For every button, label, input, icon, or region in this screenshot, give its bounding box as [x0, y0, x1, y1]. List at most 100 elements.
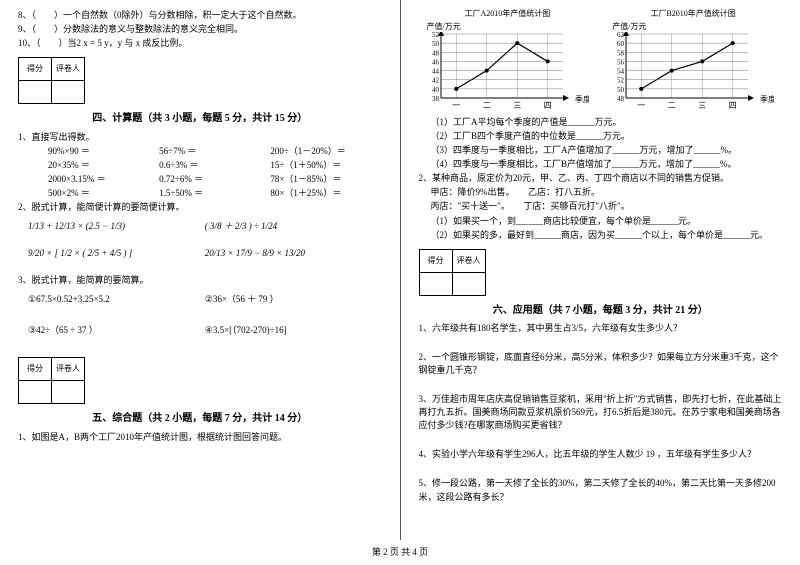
svg-text:54: 54: [617, 68, 625, 76]
calc-cell: 56÷7% ＝: [159, 145, 270, 158]
p2c: （1）如果买一个，到______商店比较便宜，每个单价是______元。: [431, 215, 783, 228]
calc-cell: 0.6÷3% ＝: [159, 159, 270, 172]
frac-2a: 9/20 × [ 1/2 × ( 2/5 + 4/5 ) ]: [28, 247, 205, 260]
page-footer: 第 2 页 共 4 页: [0, 546, 800, 559]
calc-cell: 0.72÷6% ＝: [159, 173, 270, 186]
svg-text:42: 42: [432, 77, 440, 85]
a5: 5、修一段公路，第一天修了全长的30%，第二天修了全长的40%，第二天比第一天多…: [419, 477, 783, 503]
p2d: （2）如果买的多，最好到______商店，因为买______个以上，每个单价是_…: [431, 229, 783, 242]
score-cell: [52, 381, 85, 404]
s4q3b: ②36×（56 ＋ 79 ）: [205, 293, 382, 306]
frac-row-1: 1/13 + 12/13 × (2.5 − 1/3) ( 3/8 ＋ 2/3 )…: [28, 220, 382, 233]
chart-b-wrap: 工厂B2010年产值统计图 产值/万元 4850525456586062一二三四…: [604, 8, 782, 112]
score-cell: [452, 272, 485, 295]
p2: 2、某种商品，原定价为20元，甲、乙、丙、丁四个商店以不同的销售方促销。: [419, 172, 783, 185]
chart-b-title: 工厂B2010年产值统计图: [604, 8, 782, 20]
score-box-4: 得分 评卷人: [18, 57, 85, 104]
calc-cell: 2000×3.15% ＝: [48, 173, 159, 186]
c1: （1）工厂A平均每个季度的产值是______万元。: [431, 116, 783, 129]
svg-text:季度: 季度: [575, 94, 589, 104]
left-column: 8、（ ）一个自然数（0除外）与分数相除，积一定大于这个自然数。 9、（ ）分数…: [0, 0, 401, 540]
spacer: [419, 336, 783, 350]
q8: 8、（ ）一个自然数（0除外）与分数相除，积一定大于这个自然数。: [18, 9, 382, 22]
chart-a-wrap: 工厂A2010年产值统计图 产值/万元 3840424446485052一二三四…: [419, 8, 597, 112]
charts-row: 工厂A2010年产值统计图 产值/万元 3840424446485052一二三四…: [419, 8, 783, 112]
c4: （4）四季度与一季度相比，工厂B产值增加了______万元，增加了______%…: [431, 158, 783, 171]
svg-text:50: 50: [432, 40, 440, 48]
s4q1: 1、直接写出得数。: [18, 131, 382, 144]
svg-text:58: 58: [617, 49, 625, 57]
svg-text:三: 三: [699, 101, 707, 110]
svg-text:一: 一: [452, 101, 460, 110]
score-cell: [419, 272, 452, 295]
svg-text:四: 四: [729, 101, 737, 110]
svg-text:48: 48: [432, 49, 440, 57]
svg-text:52: 52: [617, 77, 625, 85]
frac-1a: 1/13 + 12/13 × (2.5 − 1/3): [28, 220, 205, 233]
svg-text:一: 一: [638, 101, 646, 110]
calc3-row2: ③42÷（65 ÷ 37 ） ④3.5×[（702-270)÷16]: [28, 324, 382, 337]
score-head-2: 评卷人: [452, 249, 485, 272]
score-head-2: 评卷人: [52, 58, 85, 81]
spacer: [419, 378, 783, 392]
svg-text:48: 48: [617, 95, 625, 103]
calc-block: 90%×90 ＝56÷7% ＝200÷（1－20%）＝ 20×35% ＝0.6÷…: [18, 145, 382, 200]
score-head-1: 得分: [419, 249, 452, 272]
calc3-row1: ①67.5×0.52+3.25×5.2 ②36×（56 ＋ 79 ）: [28, 293, 382, 306]
score-head-2: 评卷人: [52, 358, 85, 381]
svg-text:40: 40: [432, 86, 440, 94]
chart-a-sub: 产值/万元: [427, 21, 597, 33]
svg-text:二: 二: [668, 101, 676, 110]
section-6-title: 六、应用题（共 7 小题，每题 3 分，共计 21 分）: [419, 304, 783, 319]
chart-a-svg: 3840424446485052一二三四季度: [419, 32, 589, 112]
a3: 3、万佳超市周年店庆高促销销售豆浆机，采用"折上折"方式销售，即先打七折，在此基…: [419, 393, 783, 432]
svg-text:56: 56: [617, 59, 625, 67]
score-box-6: 得分 评卷人: [419, 249, 486, 296]
a2: 2、一个圆锥形钢锭，底面直径6分米，高5分米，体积多少？如果每立方分米重3千克，…: [419, 351, 783, 377]
frac-2b: 20/13 × 17/9 − 8/9 × 13/20: [205, 247, 382, 260]
svg-text:50: 50: [617, 86, 625, 94]
spacer: [419, 462, 783, 476]
score-head-1: 得分: [19, 58, 52, 81]
q10: 10、（ ）当2 x = 5 y，y 与 x 成反比例。: [18, 37, 382, 50]
calc-cell: 200÷（1－20%）＝: [270, 145, 381, 158]
chart-b-sub: 产值/万元: [612, 21, 782, 33]
s5q1: 1、如图是A，B两个工厂2010年产值统计图，根据统计图回答问题。: [18, 431, 382, 444]
svg-text:46: 46: [432, 59, 440, 67]
chart-a-title: 工厂A2010年产值统计图: [419, 8, 597, 20]
calc-cell: 78×（1－85%）＝: [270, 173, 381, 186]
svg-text:四: 四: [543, 101, 551, 110]
a1: 1、六年级共有180名学生，其中男生占3/5，六年级有女生多少人？: [419, 322, 783, 335]
right-column: 工厂A2010年产值统计图 产值/万元 3840424446485052一二三四…: [401, 0, 800, 540]
score-cell: [19, 381, 52, 404]
c2: （2）工厂B四个季度产值的中位数是______万元。: [431, 130, 783, 143]
calc-cell: 500×2% ＝: [48, 187, 159, 200]
score-cell: [52, 81, 85, 104]
calc-cell: 20×35% ＝: [48, 159, 159, 172]
calc-cell: 90%×90 ＝: [48, 145, 159, 158]
svg-text:38: 38: [432, 95, 440, 103]
c3: （3）四季度与一季度相比，工厂A产值增加了______万元，增加了______%…: [431, 144, 783, 157]
svg-text:44: 44: [432, 68, 440, 76]
chart-b-svg: 4850525456586062一二三四季度: [604, 32, 774, 112]
svg-text:季度: 季度: [760, 94, 774, 104]
frac-row-2: 9/20 × [ 1/2 × ( 2/5 + 4/5 ) ] 20/13 × 1…: [28, 247, 382, 260]
score-head-1: 得分: [19, 358, 52, 381]
spacer: [419, 433, 783, 447]
calc-cell: 1.5÷50% ＝: [159, 187, 270, 200]
p2b: 丙店："买十送一"。 丁店：买够百元打"八折"。: [431, 200, 783, 213]
svg-text:60: 60: [617, 40, 625, 48]
p2a: 甲店：降价9%出售。 乙店：打八五折。: [431, 186, 783, 199]
s4q3c: ③42÷（65 ÷ 37 ）: [28, 324, 205, 337]
calc-cell: 80×（1＋25%）＝: [270, 187, 381, 200]
s4q3: 3、脱式计算，能简算的要简算。: [18, 274, 382, 287]
a4: 4、实验小学六年级有学生296人，比五年级的学生人数少 19 ，五年级有学生多少…: [419, 448, 783, 461]
frac-1b: ( 3/8 ＋ 2/3 ) ÷ 1/24: [205, 220, 382, 233]
calc-cell: 15÷（1＋50%）＝: [270, 159, 381, 172]
q9: 9、（ ）分数除法的意义与整数除法的意义完全相同。: [18, 23, 382, 36]
score-box-5: 得分 评卷人: [18, 357, 85, 404]
section-4-title: 四、计算题（共 3 小题，每题 5 分，共计 15 分）: [18, 112, 382, 127]
score-cell: [19, 81, 52, 104]
section-5-title: 五、综合题（共 2 小题，每题 7 分，共计 14 分）: [18, 412, 382, 427]
s4q2: 2、脱式计算，能简便计算的要简便计算。: [18, 201, 382, 214]
